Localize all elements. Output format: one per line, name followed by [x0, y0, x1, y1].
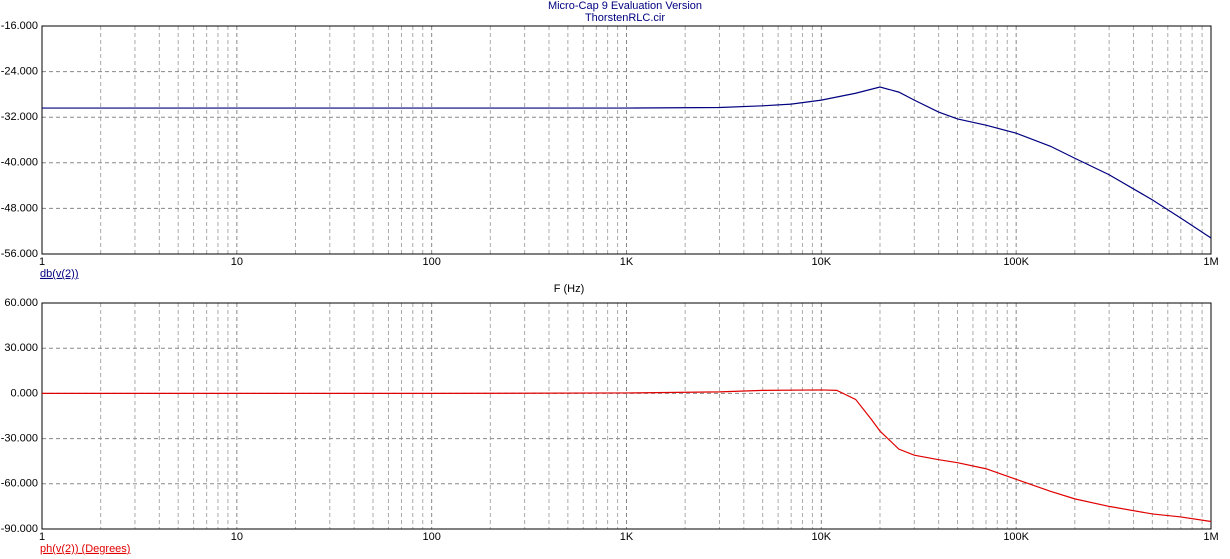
- series-label: db(v(2)): [40, 268, 79, 280]
- x-tick-label: 1M: [1203, 531, 1218, 543]
- plot-frame: [41, 302, 1212, 530]
- x-tick-label: 1K: [620, 531, 634, 543]
- y-tick-label: -40.000: [1, 157, 38, 169]
- y-tick-label: -16.000: [1, 20, 38, 32]
- x-tick-label: 100K: [1003, 256, 1029, 268]
- series-label: ph(v(2)) (Degrees): [40, 543, 130, 555]
- x-tick-label: 1K: [620, 256, 634, 268]
- chart-title: Micro-Cap 9 Evaluation Version: [548, 0, 702, 12]
- y-tick-label: -24.000: [1, 66, 38, 78]
- y-tick-label: -90.000: [1, 523, 38, 535]
- x-tick-label: 10K: [812, 531, 832, 543]
- x-tick-label: 10K: [812, 256, 832, 268]
- y-tick-label: 60.000: [4, 297, 38, 309]
- x-tick-label: 1M: [1203, 256, 1218, 268]
- x-tick-label: 100: [422, 531, 440, 543]
- x-tick-label: 100K: [1003, 531, 1029, 543]
- x-tick-label: 1: [39, 531, 45, 543]
- data-line: [42, 389, 1212, 523]
- y-tick-label: 0.000: [10, 387, 38, 399]
- y-tick-label: -48.000: [1, 202, 38, 214]
- x-tick-label: 10: [231, 256, 243, 268]
- x-tick-label: 1: [39, 256, 45, 268]
- y-tick-label: -30.000: [1, 433, 38, 445]
- y-tick-label: -56.000: [1, 248, 38, 260]
- y-tick-label: 30.000: [4, 342, 38, 354]
- chart-subtitle: ThorstenRLC.cir: [585, 12, 665, 24]
- y-tick-label: -32.000: [1, 111, 38, 123]
- y-tick-label: -60.000: [1, 478, 38, 490]
- plot-frame: [41, 25, 1212, 255]
- x-tick-label: 100: [422, 256, 440, 268]
- data-line: [42, 86, 1212, 239]
- x-tick-label: 10: [231, 531, 243, 543]
- x-axis-label: F (Hz): [554, 283, 585, 295]
